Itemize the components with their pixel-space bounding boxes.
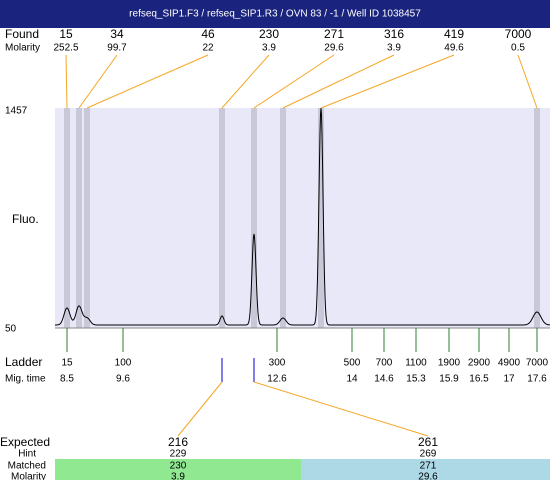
ladder-size: 1900 [438, 358, 461, 369]
expected-molarity-label: Molarity [11, 472, 46, 480]
expected-connector [177, 381, 223, 437]
ladder-time: 8.5 [60, 374, 74, 385]
hint-size: 269 [420, 449, 437, 460]
found-size: 34 [110, 27, 124, 41]
found-connector [78, 54, 118, 109]
ladder-time: 14 [346, 374, 358, 385]
matched-size: 271 [420, 461, 437, 472]
found-connector [86, 54, 209, 109]
expected-connector [253, 381, 429, 437]
ladder-size: 700 [376, 358, 393, 369]
found-molarity: 3.9 [262, 43, 276, 54]
y-bottom-label: 50 [5, 324, 17, 335]
ladder-time: 17 [503, 374, 515, 385]
peak-band [219, 108, 225, 328]
matched-molarity: 3.9 [171, 472, 185, 480]
y-axis-label: Fluo. [12, 212, 39, 226]
ladder-time: 14.6 [374, 374, 394, 385]
hint-label: Hint [18, 449, 36, 460]
found-connector [221, 54, 270, 109]
found-size: 316 [384, 27, 404, 41]
ladder-size: 7000 [526, 358, 549, 369]
ladder-size: 500 [344, 358, 361, 369]
peak-band [84, 108, 90, 328]
found-size: 271 [324, 27, 344, 41]
found-connector [320, 54, 455, 109]
found-size: 230 [259, 27, 279, 41]
ladder-size: 2900 [468, 358, 491, 369]
matched-size: 230 [170, 461, 187, 472]
title-bar [0, 0, 550, 28]
ladder-time: 9.6 [116, 374, 130, 385]
ladder-size: 15 [61, 358, 73, 369]
plot-area [55, 108, 550, 328]
ladder-size: 100 [115, 358, 132, 369]
found-molarity: 99.7 [107, 43, 127, 54]
ladder-size: 1100 [405, 358, 427, 369]
found-size: 419 [444, 27, 464, 41]
ladder-time: 17.6 [527, 374, 547, 385]
ladder-time: 15.3 [406, 374, 426, 385]
ladder-size: 4900 [498, 358, 521, 369]
found-label: Found [5, 27, 39, 41]
peak-band [318, 108, 324, 328]
found-connector [253, 54, 335, 109]
found-connector [517, 54, 538, 109]
peak-band [64, 108, 70, 328]
matched-molarity: 29.6 [418, 472, 438, 480]
peak-bands [64, 108, 540, 328]
ladder-time: 15.9 [439, 374, 459, 385]
found-molarity: 252.5 [53, 43, 78, 54]
found-molarity: 29.6 [324, 43, 344, 54]
peak-band [251, 108, 257, 328]
found-molarity: 49.6 [444, 43, 464, 54]
peak-band [534, 108, 540, 328]
expected-size: 261 [418, 435, 438, 449]
y-top-label: 1457 [5, 106, 28, 117]
peak-band [280, 108, 286, 328]
expected-label: Expected [0, 435, 50, 449]
mig-time-label: Mig. time [5, 374, 46, 385]
peak-band [76, 108, 82, 328]
matched-bar-1 [55, 459, 301, 480]
matched-label: Matched [8, 461, 46, 472]
found-size: 46 [201, 27, 215, 41]
found-connector [282, 54, 395, 109]
ladder-size: 300 [269, 358, 286, 369]
found-molarity: 22 [202, 43, 214, 54]
found-size: 7000 [505, 27, 532, 41]
expected-size: 216 [168, 435, 188, 449]
title: refseq_SIP1.F3 / refseq_SIP1.R3 / OVN 83… [129, 9, 421, 20]
found-molarity: 3.9 [387, 43, 401, 54]
trace [55, 107, 550, 326]
found-connector [65, 54, 68, 109]
ladder-time: 16.5 [469, 374, 489, 385]
matched-bar-2 [301, 459, 550, 480]
ladder-time: 12.6 [267, 374, 287, 385]
found-molarity: 0.5 [511, 43, 525, 54]
molarity-label: Molarity [5, 43, 40, 54]
found-size: 15 [59, 27, 73, 41]
ladder-label: Ladder [5, 355, 42, 369]
hint-size: 229 [170, 449, 187, 460]
